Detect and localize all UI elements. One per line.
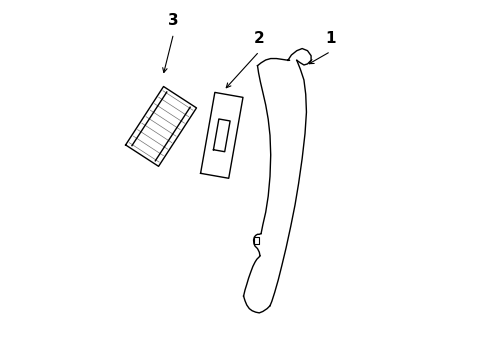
Text: 3: 3 [168, 13, 179, 28]
Text: 2: 2 [254, 31, 265, 46]
Text: 1: 1 [325, 31, 336, 46]
